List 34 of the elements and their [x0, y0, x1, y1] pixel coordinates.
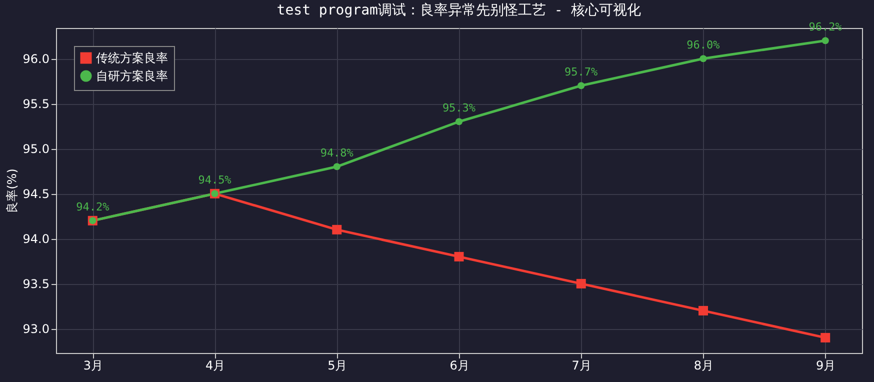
- point: [700, 55, 707, 62]
- y-tick-label: 93.5: [22, 277, 50, 292]
- data-label: 96.0%: [686, 38, 720, 52]
- data-label: 95.7%: [564, 66, 598, 79]
- point: [333, 163, 340, 170]
- point: [454, 252, 464, 262]
- point: [455, 118, 463, 126]
- x-tick-label: 3月: [83, 358, 103, 372]
- x-tick-label: 7月: [572, 358, 592, 372]
- x-tick-label: 5月: [328, 358, 348, 372]
- point: [820, 332, 830, 342]
- y-tick-label: 94.5: [22, 187, 50, 202]
- data-label: 95.3%: [442, 102, 476, 115]
- data-label: 94.5%: [198, 174, 232, 187]
- chart-title: test program调试：良率异常先别怪工艺 - 核心可视化: [276, 2, 642, 19]
- x-tick-label: 4月: [205, 358, 226, 372]
- y-axis-title: 良率(%): [4, 168, 19, 214]
- legend-label: 自研方案良率: [96, 69, 168, 83]
- y-tick-label: 93.0: [22, 322, 50, 336]
- y-tick-label: 95.5: [22, 97, 50, 112]
- legend-label: 传统方案良率: [96, 51, 168, 65]
- y-tick-label: 95.0: [22, 142, 50, 156]
- point: [332, 224, 342, 234]
- x-tick-label: 6月: [450, 358, 470, 372]
- y-tick-label: 94.0: [22, 232, 50, 246]
- point: [822, 37, 829, 44]
- y-tick-label: 96.0: [22, 52, 50, 66]
- x-tick-label: 9月: [816, 358, 836, 372]
- point: [698, 306, 708, 316]
- x-tick-label: 8月: [694, 358, 714, 372]
- data-label: 94.2%: [76, 200, 110, 214]
- data-label: 94.8%: [320, 146, 354, 160]
- point: [576, 278, 586, 288]
- point: [578, 82, 585, 90]
